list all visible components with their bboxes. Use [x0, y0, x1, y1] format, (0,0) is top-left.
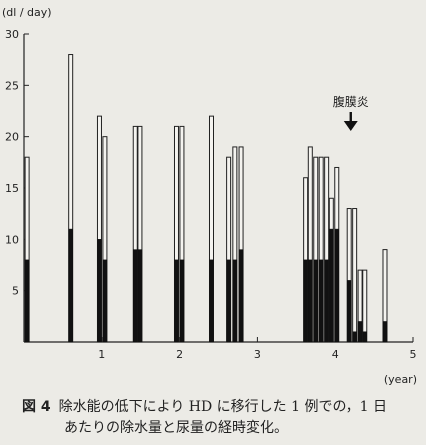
y-tick-label: 20: [5, 131, 19, 144]
chart: 5 10 15 20 25 30 1 2 3 4 5 (dl / day) (year) 腹膜炎: [2, 6, 417, 386]
bar-urine: [226, 259, 231, 343]
bar-urine: [97, 239, 102, 343]
caption-line-1: 除水能の低下により HD に移行した 1 例での，1 日: [58, 399, 388, 415]
x-tick-label: 5: [410, 348, 417, 361]
bar-urine: [329, 228, 334, 343]
annotation-arrow-head: [343, 121, 358, 131]
bar-urine: [133, 249, 138, 343]
bar-urine: [238, 249, 244, 343]
bar-urine: [362, 331, 368, 343]
bar-urine: [357, 321, 363, 343]
annotation-label: 腹膜炎: [333, 95, 369, 109]
y-tick-label: 25: [5, 79, 19, 92]
bar-urine: [313, 259, 318, 343]
bar-urine: [68, 228, 73, 343]
x-axis-unit: (year): [384, 373, 417, 386]
y-tick-label: 30: [5, 28, 19, 41]
bar-urine: [382, 321, 388, 343]
bar-urine: [179, 259, 185, 343]
x-tick-label: 3: [254, 348, 261, 361]
bar-urine: [308, 259, 313, 343]
bar-urine: [137, 249, 143, 343]
caption-line-2: あたりの除水量と尿量の経時変化。: [64, 420, 288, 436]
figure-caption: 図 4 除水能の低下により HD に移行した 1 例での，1 日 あたりの除水量と…: [22, 397, 422, 439]
y-tick-label: 5: [12, 285, 19, 298]
y-axis-unit: (dl / day): [2, 6, 52, 19]
bar-urine: [102, 259, 108, 343]
bar-total: [352, 208, 358, 343]
x-tick-label: 2: [176, 348, 183, 361]
bar-total: [362, 269, 368, 343]
y-tick-label: 15: [5, 182, 19, 195]
bar-urine: [318, 259, 324, 343]
bar-urine: [232, 259, 238, 343]
figure-number: 図 4: [22, 399, 51, 415]
bar-urine: [346, 280, 352, 343]
bar-urine: [352, 331, 357, 343]
bar-urine: [324, 259, 329, 343]
y-tick-label: 10: [5, 233, 19, 246]
bar-urine: [24, 259, 30, 343]
bar-urine: [174, 259, 179, 343]
x-tick-label: 4: [332, 348, 339, 361]
bar-urine: [334, 228, 340, 343]
x-tick-label: 1: [98, 348, 105, 361]
bar-urine: [303, 259, 308, 343]
bar-urine: [209, 259, 214, 343]
